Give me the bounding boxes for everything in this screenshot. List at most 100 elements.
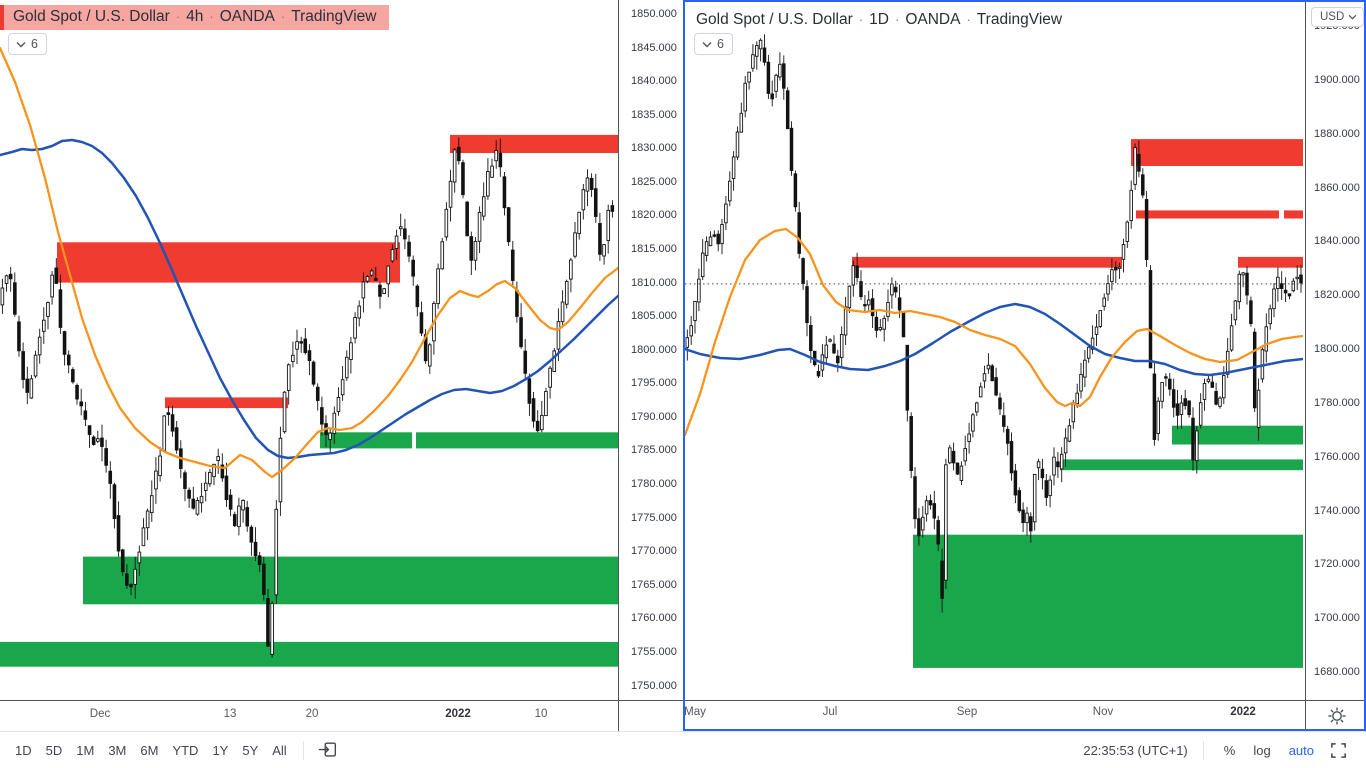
toolbar-right-group: 22:35:53 (UTC+1) % log auto (1081, 739, 1366, 762)
demand-zone[interactable] (83, 556, 618, 605)
slow-ma-line[interactable] (685, 302, 1303, 377)
time-tick-label: 13 (223, 708, 237, 720)
go-to-date-button[interactable] (313, 737, 343, 763)
supply-zone[interactable] (1131, 139, 1303, 166)
right-indicators-badge[interactable]: 6 (694, 33, 733, 55)
supply-zone[interactable] (450, 134, 618, 153)
left-pane: Gold Spot / U.S. Dollar · 4h · OANDA · Trading… (0, 0, 683, 731)
time-tick-label: May (684, 706, 706, 718)
right-time-axis[interactable]: May Jul Sep Nov 2022 (684, 700, 1303, 728)
left-indicators-badge[interactable]: 6 (8, 33, 47, 55)
zones-layer (852, 139, 1303, 668)
demand-zone[interactable] (416, 432, 618, 449)
price-tick-label: 1830.000 (631, 142, 677, 154)
time-tick-label: Nov (1092, 706, 1114, 718)
currency-label: USD (1320, 11, 1345, 23)
price-tick-label: 1805.000 (631, 310, 677, 322)
time-axis-separator (685, 700, 1364, 701)
left-time-axis[interactable]: Dec 13 20 2022 10 (0, 702, 683, 730)
price-tick-label: 1820.000 (631, 209, 677, 221)
percent-scale-button[interactable]: % (1217, 739, 1243, 762)
right-chart-legend[interactable]: Gold Spot / U.S. Dollar · 1D · OANDA · Trading… (696, 11, 1062, 29)
time-tick-label: 20 (305, 708, 319, 720)
supply-zone[interactable] (1136, 210, 1279, 219)
demand-zone[interactable] (0, 641, 618, 667)
right-price-chart[interactable] (685, 2, 1303, 702)
demand-zone[interactable] (1060, 459, 1303, 471)
legend-separator: · (209, 9, 214, 24)
range-button-ytd[interactable]: YTD (165, 739, 205, 762)
auto-scale-button[interactable]: auto (1282, 739, 1321, 762)
price-tick-label: 1755.000 (631, 646, 677, 658)
go-to-date-icon (318, 742, 336, 757)
range-button-1m[interactable]: 1M (69, 739, 101, 762)
price-tick-label: 1700.000 (1314, 612, 1360, 624)
symbol-title: Gold Spot / U.S. Dollar (696, 11, 853, 28)
symbol-title: Gold Spot / U.S. Dollar (13, 8, 170, 25)
fullscreen-button[interactable] (1325, 739, 1352, 762)
price-tick-label: 1780.000 (1314, 397, 1360, 409)
time-tick-label: 10 (534, 708, 548, 720)
time-tick-label: Jul (822, 706, 838, 718)
demand-zone[interactable] (1172, 425, 1303, 445)
axis-settings-button[interactable] (1325, 705, 1349, 729)
price-tick-label: 1775.000 (631, 512, 677, 524)
supply-zone[interactable] (57, 242, 400, 283)
supply-zone[interactable] (1284, 210, 1303, 219)
fast-ma-line[interactable] (685, 227, 1303, 437)
price-tick-label: 1835.000 (631, 109, 677, 121)
legend-separator: · (858, 12, 864, 27)
chevron-down-icon (702, 41, 712, 47)
exchange-label: OANDA (219, 8, 275, 25)
left-price-axis[interactable]: 1850.000 1845.000 1840.000 1835.000 1830.000… (618, 0, 683, 700)
server-time[interactable]: 22:35:53 (UTC+1) (1081, 739, 1189, 762)
chevron-down-icon (1348, 14, 1357, 20)
price-tick-label: 1765.000 (631, 579, 677, 591)
range-button-5y[interactable]: 5Y (235, 739, 265, 762)
candles-layer (685, 34, 1303, 613)
supply-zone[interactable] (1238, 256, 1303, 268)
log-scale-button[interactable]: log (1246, 739, 1277, 762)
price-tick-label: 1790.000 (631, 411, 677, 423)
time-tick-label: Sep (956, 706, 978, 718)
bottom-toolbar: 1D 5D 1M 3M 6M YTD 1Y 5Y All 22:35:53 (UTC+1) % … (0, 731, 1366, 768)
price-tick-label: 1760.000 (631, 612, 677, 624)
range-button-3m[interactable]: 3M (101, 739, 133, 762)
range-button-group: 1D 5D 1M 3M 6M YTD 1Y 5Y All (0, 739, 294, 762)
time-tick-label: 2022 (445, 708, 471, 720)
price-tick-label: 1845.000 (631, 42, 677, 54)
left-price-chart[interactable] (0, 0, 618, 702)
legend-separator: · (175, 9, 181, 24)
legend-separator: · (966, 12, 971, 27)
price-tick-label: 1900.000 (1314, 74, 1360, 86)
range-button-5d[interactable]: 5D (39, 739, 70, 762)
gear-icon (1328, 707, 1346, 725)
axis-separator (1305, 2, 1306, 729)
price-tick-label: 1785.000 (631, 444, 677, 456)
range-button-all[interactable]: All (265, 739, 293, 762)
toolbar-divider (302, 740, 304, 760)
price-tick-label: 1760.000 (1314, 451, 1360, 463)
platform-label: TradingView (291, 8, 377, 25)
time-tick-label: 2022 (1230, 706, 1256, 718)
interval-label: 1D (869, 11, 889, 28)
supply-zone[interactable] (852, 256, 1122, 268)
left-chart-legend[interactable]: Gold Spot / U.S. Dollar · 4h · OANDA · Trading… (0, 5, 389, 30)
price-tick-label: 1795.000 (631, 377, 677, 389)
price-tick-label: 1740.000 (1314, 505, 1360, 517)
range-button-6m[interactable]: 6M (133, 739, 165, 762)
range-button-1d[interactable]: 1D (8, 739, 39, 762)
price-tick-label: 1820.000 (1314, 289, 1360, 301)
slow-ma-line[interactable] (0, 138, 618, 460)
range-button-1y[interactable]: 1Y (205, 739, 235, 762)
fast-ma-line[interactable] (0, 46, 618, 479)
demand-zone[interactable] (913, 534, 1303, 668)
supply-zone[interactable] (165, 397, 288, 409)
price-tick-label: 1860.000 (1314, 182, 1360, 194)
time-axis-separator (0, 700, 683, 701)
right-price-axis[interactable]: 1920.0001900.0001880.0001860.0001840.000… (1305, 2, 1364, 700)
time-tick-label: Dec (89, 708, 111, 720)
price-tick-label: 1840.000 (631, 75, 677, 87)
currency-toggle-usd[interactable]: USD (1311, 7, 1365, 27)
legend-separator: · (894, 12, 900, 27)
